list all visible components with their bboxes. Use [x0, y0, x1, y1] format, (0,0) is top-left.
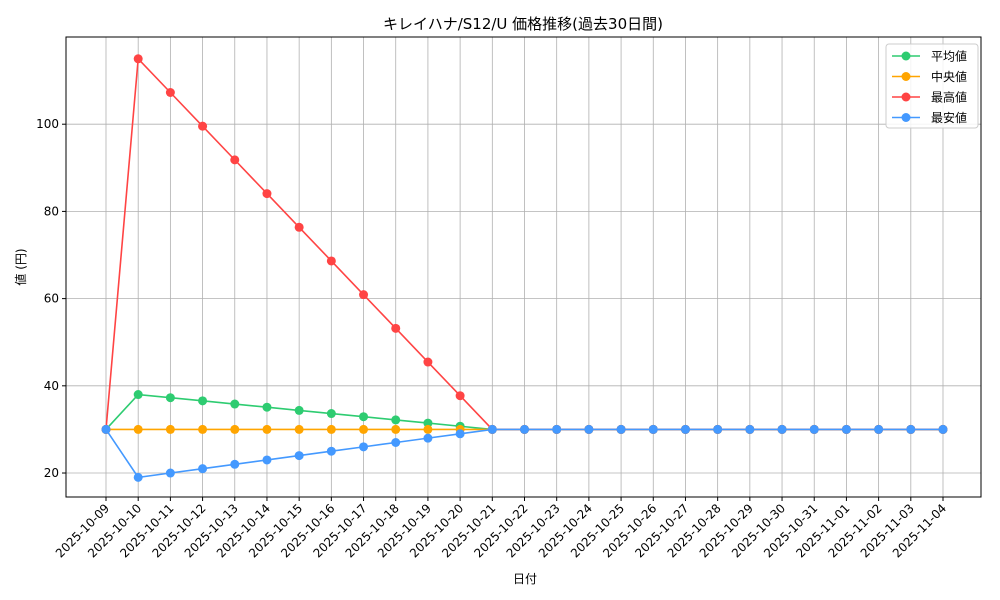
- legend-label: 最高値: [931, 90, 967, 105]
- y-tick-label: 60: [44, 292, 59, 306]
- legend-item: 最安値: [892, 110, 967, 125]
- data-point: [262, 455, 272, 465]
- data-point: [359, 412, 369, 422]
- data-point: [391, 415, 401, 425]
- data-point: [906, 424, 916, 434]
- data-point: [809, 424, 819, 434]
- data-point: [198, 424, 208, 434]
- x-axis-label: 日付: [513, 572, 537, 586]
- data-point: [262, 402, 272, 412]
- data-point: [198, 464, 208, 474]
- data-point: [616, 424, 626, 434]
- legend-marker: [901, 51, 911, 61]
- data-point: [165, 424, 175, 434]
- legend-label: 最安値: [931, 110, 967, 125]
- data-point: [680, 424, 690, 434]
- data-point: [294, 222, 304, 232]
- data-point: [391, 437, 401, 447]
- data-point: [423, 418, 433, 428]
- data-point: [326, 424, 336, 434]
- data-point: [423, 433, 433, 443]
- data-point: [455, 429, 465, 439]
- data-point: [455, 391, 465, 401]
- data-point: [938, 424, 948, 434]
- data-point: [487, 424, 497, 434]
- data-point: [359, 424, 369, 434]
- data-point: [198, 396, 208, 406]
- data-point: [391, 323, 401, 333]
- data-point: [165, 393, 175, 403]
- data-point: [391, 424, 401, 434]
- data-point: [133, 424, 143, 434]
- legend-item: 最高値: [892, 90, 967, 105]
- legend-marker: [901, 72, 911, 81]
- data-point: [359, 290, 369, 300]
- chart-title: キレイハナ/S12/U 価格推移(過去30日間): [383, 15, 663, 33]
- legend-label: 中央値: [931, 69, 967, 84]
- data-point: [198, 121, 208, 131]
- data-point: [713, 424, 723, 434]
- plot-frame: [65, 36, 982, 498]
- data-point: [133, 390, 143, 400]
- data-point: [584, 424, 594, 434]
- data-point: [230, 424, 240, 434]
- series-最安値: [101, 424, 948, 482]
- data-point: [262, 189, 272, 199]
- data-point: [874, 424, 884, 434]
- data-point: [520, 424, 529, 434]
- data-point: [326, 409, 336, 419]
- y-tick-label: 80: [44, 204, 59, 218]
- data-point: [423, 357, 433, 367]
- data-point: [133, 54, 143, 64]
- legend-marker: [901, 113, 911, 122]
- data-point: [552, 424, 562, 434]
- data-point: [326, 256, 336, 266]
- legend-marker: [901, 92, 911, 102]
- y-tick-label: 100: [36, 117, 59, 131]
- data-point: [326, 446, 336, 456]
- data-point: [230, 459, 240, 469]
- legend-item: 平均値: [892, 49, 967, 64]
- data-point: [230, 399, 240, 409]
- legend-label: 平均値: [931, 49, 967, 64]
- data-point: [359, 442, 369, 452]
- data-point: [777, 424, 787, 434]
- data-point: [423, 424, 433, 434]
- data-point: [165, 88, 175, 98]
- data-point: [262, 424, 272, 434]
- data-point: [294, 424, 304, 434]
- data-point: [101, 424, 111, 434]
- data-point: [230, 155, 240, 165]
- y-tick-label: 40: [44, 379, 59, 393]
- data-point: [165, 468, 175, 478]
- y-axis-label: 値 (円): [13, 248, 28, 285]
- data-point: [841, 424, 851, 434]
- data-point: [294, 405, 304, 415]
- y-tick-label: 20: [44, 466, 59, 480]
- legend-box: [885, 43, 979, 129]
- data-point: [648, 424, 658, 434]
- legend-item: 中央値: [892, 69, 967, 84]
- data-point: [294, 451, 304, 461]
- data-point: [745, 424, 755, 434]
- data-point: [133, 472, 143, 482]
